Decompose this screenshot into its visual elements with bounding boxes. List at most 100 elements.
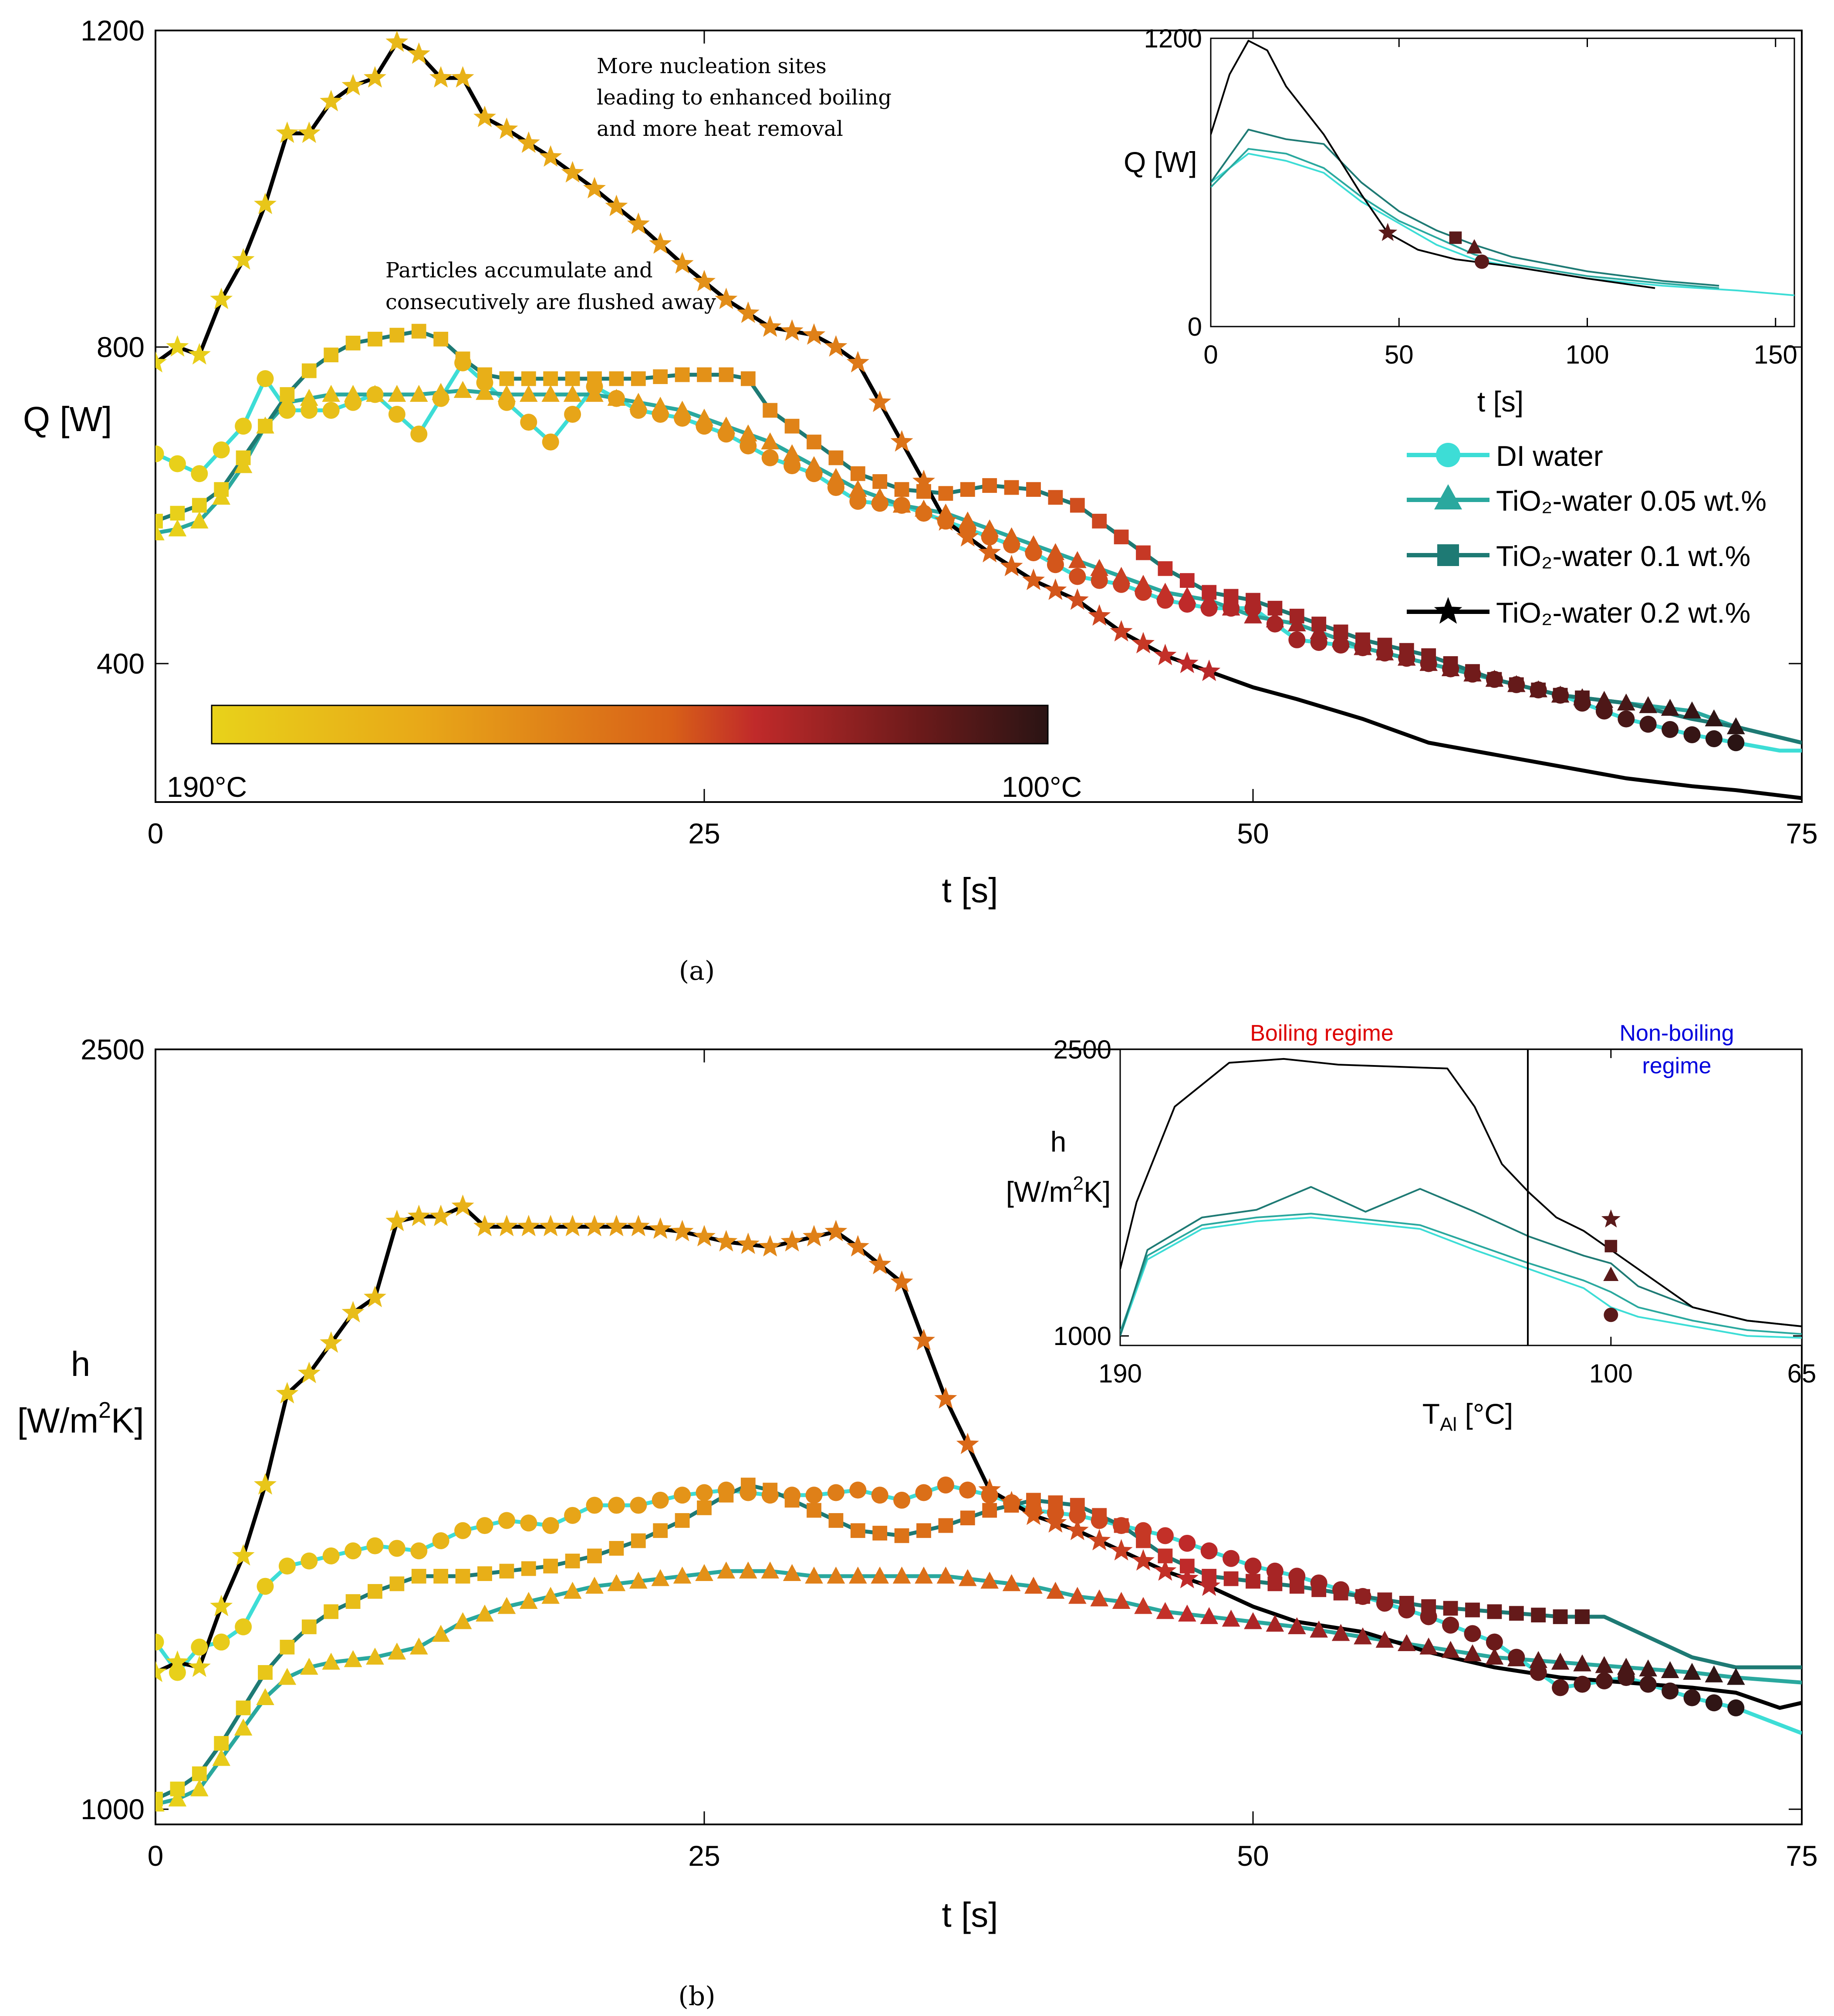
data-marker-di <box>586 1497 603 1514</box>
data-marker-tio01 <box>609 371 624 386</box>
data-marker-tio005 <box>256 1688 274 1706</box>
data-marker-tio02 <box>232 1544 255 1566</box>
data-marker-di <box>410 1542 428 1560</box>
data-marker-tio01 <box>763 403 778 418</box>
data-marker-tio01 <box>455 351 470 367</box>
data-marker-tio02 <box>1066 588 1089 610</box>
data-marker-tio01 <box>324 347 339 363</box>
data-marker-tio02 <box>1044 1511 1067 1533</box>
data-marker-tio01 <box>258 1665 273 1680</box>
y-tick-label: 1000 <box>81 1793 145 1825</box>
data-marker-di <box>1223 1550 1240 1567</box>
data-marker-tio01 <box>1092 513 1107 529</box>
legend-tio01-label: TiO₂-water 0.1 wt.% <box>1496 540 1750 572</box>
data-marker-tio005 <box>432 1625 450 1642</box>
inset-end-marker-tio01 <box>1449 231 1462 244</box>
data-marker-tio005 <box>1288 1617 1306 1635</box>
y-tick-label: 800 <box>97 331 145 363</box>
data-marker-tio02 <box>561 1214 584 1237</box>
panel-b-ylabel-line1: h <box>71 1345 91 1383</box>
panel-a-axes <box>155 30 1803 803</box>
data-marker-di <box>1662 1682 1679 1700</box>
data-marker-tio005 <box>980 519 999 536</box>
data-marker-tio005 <box>168 519 187 536</box>
data-marker-tio02 <box>671 1220 694 1241</box>
data-marker-di <box>1727 1699 1745 1716</box>
data-marker-tio005 <box>1222 598 1240 616</box>
data-marker-di <box>1683 726 1701 744</box>
data-marker-di <box>674 1487 691 1504</box>
data-marker-tio005 <box>959 1569 977 1586</box>
data-marker-tio02 <box>605 1214 628 1237</box>
data-marker-tio02 <box>254 1473 277 1495</box>
data-marker-tio005 <box>155 523 165 540</box>
data-marker-tio005 <box>1419 1637 1438 1655</box>
data-marker-tio02 <box>583 1214 606 1237</box>
data-marker-tio02 <box>539 1214 562 1237</box>
inset-end-marker-tio01 <box>1604 1240 1618 1253</box>
data-marker-tio01 <box>1289 1579 1304 1594</box>
data-marker-di <box>454 1522 472 1539</box>
data-marker-tio02 <box>1066 1518 1089 1541</box>
data-marker-tio02 <box>1022 1504 1045 1525</box>
data-marker-tio02 <box>364 1285 386 1308</box>
data-marker-tio005 <box>1639 696 1657 713</box>
data-marker-tio005 <box>1244 606 1262 624</box>
data-marker-tio02 <box>276 121 299 143</box>
annotation-particles-line2: consecutively are flushed away <box>385 290 716 314</box>
data-marker-tio01 <box>1443 656 1458 671</box>
data-marker-tio02 <box>780 1230 804 1252</box>
data-marker-tio01 <box>1048 490 1063 505</box>
data-marker-di <box>520 414 537 431</box>
annotation-nucleation: More nucleation sites leading to enhance… <box>597 54 892 141</box>
data-marker-tio01 <box>1531 682 1546 698</box>
data-marker-tio01 <box>280 1639 295 1655</box>
data-marker-tio005 <box>1134 575 1152 592</box>
x-tick-label: 50 <box>1237 1840 1269 1872</box>
data-marker-di <box>1464 1625 1481 1642</box>
data-marker-tio02 <box>320 90 343 111</box>
data-marker-tio01 <box>1443 1601 1458 1616</box>
data-marker-tio01 <box>1465 664 1480 679</box>
data-marker-di <box>410 425 428 443</box>
data-marker-tio02 <box>956 525 979 547</box>
data-marker-tio01 <box>916 1523 931 1538</box>
data-marker-tio01 <box>1355 632 1370 647</box>
data-marker-tio005 <box>761 1561 779 1579</box>
panel-b-ylabel-line2: [W/m2K] <box>17 1398 144 1440</box>
data-marker-di <box>1705 1694 1723 1712</box>
data-marker-di <box>388 405 405 423</box>
legend-di-label: DI water <box>1496 440 1603 472</box>
data-marker-tio01 <box>1267 1576 1283 1591</box>
panel-a-plot <box>155 30 1802 800</box>
data-marker-tio01 <box>301 1619 317 1635</box>
data-marker-tio01 <box>1421 648 1436 663</box>
data-marker-tio01 <box>938 1518 953 1533</box>
data-marker-tio005 <box>1617 693 1635 711</box>
data-marker-tio02 <box>451 1194 474 1216</box>
data-marker-di <box>1705 730 1723 748</box>
data-marker-di <box>432 1532 449 1549</box>
data-marker-tio01 <box>155 1791 163 1807</box>
data-marker-tio005 <box>892 496 911 513</box>
data-marker-tio005 <box>497 1597 516 1614</box>
panel-b: 0 25 50 75 1000 2500 t [s] h [W/m2K] 190 100 65… <box>17 1021 1817 2012</box>
data-marker-tio02 <box>1044 578 1067 600</box>
series-line-tio02 <box>1120 1058 1802 1328</box>
x-tick-label: 75 <box>1786 1840 1817 1872</box>
data-marker-tio005 <box>453 1612 472 1629</box>
data-marker-tio01 <box>433 331 449 347</box>
data-marker-tio005 <box>1002 527 1021 545</box>
data-marker-tio005 <box>453 381 472 398</box>
data-marker-tio005 <box>585 1577 604 1594</box>
data-marker-tio02 <box>868 1253 892 1274</box>
panel-a-ylabel: Q [W] <box>23 400 112 438</box>
data-marker-di <box>366 1537 384 1554</box>
data-marker-tio01 <box>1070 498 1085 513</box>
panel-a-inset-plot <box>1211 40 1794 297</box>
annotation-particles: Particles accumulate and consecutively a… <box>385 258 716 314</box>
data-marker-tio01 <box>258 418 273 434</box>
data-marker-tio01 <box>872 474 888 489</box>
data-marker-di <box>1574 1676 1591 1693</box>
